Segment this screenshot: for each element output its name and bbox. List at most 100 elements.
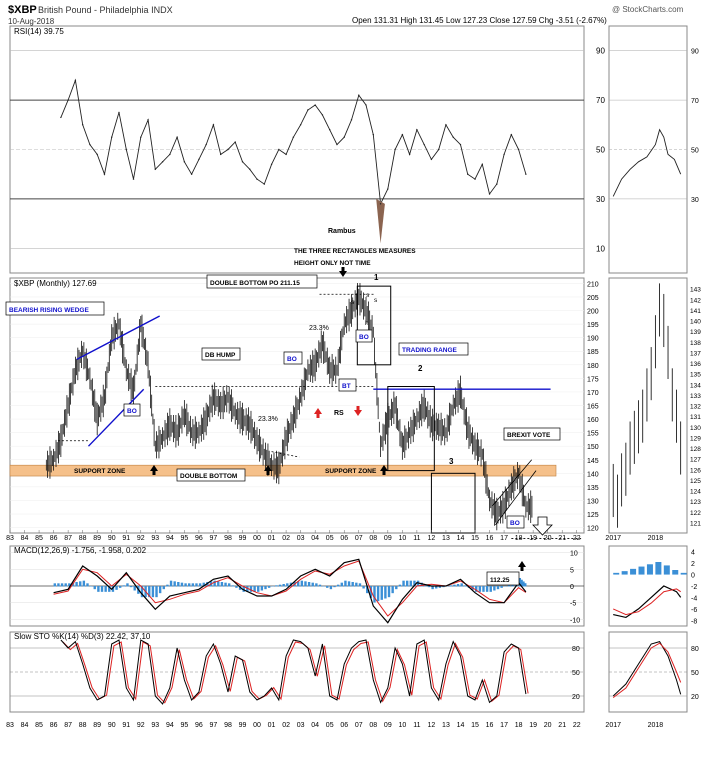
rsi-point <box>67 99 69 101</box>
hollow-arrow-down <box>532 516 553 536</box>
macd-line <box>53 558 527 624</box>
macd-histogram-bar <box>249 586 253 592</box>
rsi-point <box>190 173 193 175</box>
macd-histogram-bar <box>158 586 162 594</box>
macd-histogram-bar <box>166 584 169 587</box>
bearish-wedge-label-box <box>5 301 105 316</box>
inset-macd-bar <box>663 565 670 575</box>
bottom-xtick-label: 97 <box>210 722 218 729</box>
macd-histogram-bar <box>246 586 249 592</box>
inset-layer: 2017 2017 2018 2018 30 50 70 90 121 122 123 124 125 1… <box>605 49 701 729</box>
price-xtick-label: 04 <box>311 535 319 542</box>
rsi-point <box>89 143 91 146</box>
macd-histogram-bar <box>68 583 71 587</box>
macd-histogram-bar <box>115 586 118 590</box>
price-tick-label: 155 <box>587 431 599 438</box>
price-xtick-label: 01 <box>268 535 276 542</box>
axis-layer: 83 83 84 84 85 85 86 86 87 87 88 88 89 89 90 90 91 91 92 92… <box>6 530 581 729</box>
macd-histogram-bar <box>500 586 503 588</box>
fib-label-2: 23.3% <box>309 325 329 332</box>
macd-histogram-bar <box>82 580 86 587</box>
macd-histogram-bar <box>195 583 198 587</box>
bt-label: BT <box>342 383 351 390</box>
inset-price-tick-label: 135 <box>690 372 701 379</box>
rectangles-note-line-2: HEIGHT ONLY NOT TIME <box>294 260 371 267</box>
rsi-point <box>205 143 207 146</box>
inset-price-tick-label: 139 <box>690 329 701 336</box>
rsi-point <box>387 188 389 190</box>
db-dashed-line <box>271 451 300 458</box>
macd-histogram-bar <box>217 581 220 587</box>
inset-price-tick-label: 126 <box>690 467 701 474</box>
rsi-point <box>285 153 287 156</box>
inset-price-tick-label: 134 <box>690 382 701 389</box>
macd-histogram-bar <box>362 586 365 589</box>
macd-histogram-bar <box>224 582 227 587</box>
inset-price-tick-label: 125 <box>690 478 701 485</box>
inset-price-tick-label: 122 <box>690 510 701 517</box>
rsi-point <box>459 143 462 146</box>
bottom-xtick-label: 18 <box>515 722 523 729</box>
macd-histogram-bar <box>482 586 485 592</box>
inset-macd-bar <box>613 572 620 575</box>
macd-histogram-bar <box>104 586 107 592</box>
price-xtick-label: 92 <box>137 535 145 542</box>
macd-histogram-bar <box>202 582 205 587</box>
rectangles-note-line-1: THE THREE RECTANGLES MEASURES <box>294 248 416 255</box>
annotation-layer: BEARISH RISING WEDGE DB HUMP BO 23.3% 23.3% D… <box>5 248 561 586</box>
inset-price-tick-label: 142 <box>690 297 701 304</box>
inset-sto-d-line <box>612 642 682 698</box>
macd-histogram-bar <box>220 582 224 587</box>
arrow-down-red <box>354 406 362 416</box>
bottom-xtick-label: 88 <box>79 722 87 729</box>
header-ohlc: Open 131.31 High 131.45 Low 127.23 Close… <box>352 16 607 25</box>
rsi-point <box>336 143 338 146</box>
macd-histogram-bar <box>300 580 304 587</box>
macd-histogram-bar <box>111 586 115 592</box>
bottom-xtick-label: 93 <box>151 722 159 729</box>
bo-label-1: BO <box>287 356 297 363</box>
macd-histogram-bar <box>122 585 126 587</box>
macd-histogram-bar <box>155 586 158 598</box>
bottom-xtick-label: 19 <box>529 722 537 729</box>
channel-upper-line <box>492 459 532 507</box>
target-112-label: 112.25 <box>490 577 510 584</box>
rsi-point <box>60 116 62 119</box>
macd-histogram-bar <box>453 584 456 587</box>
watermark: @ StockCharts.com <box>612 5 684 14</box>
macd-histogram-bar <box>387 586 391 598</box>
macd-histogram-bar <box>267 586 271 588</box>
bottom-xtick-label: 03 <box>297 722 305 729</box>
bottom-xtick-label: 17 <box>500 722 508 729</box>
rsi-point <box>169 153 171 156</box>
rsi-point <box>437 148 440 151</box>
macd-histogram-bar <box>493 586 496 591</box>
bottom-xtick-label: 99 <box>239 722 247 729</box>
inset-macd-frame <box>608 545 688 627</box>
inset-price-tick-label: 141 <box>690 308 701 315</box>
wedge-lower-line <box>87 388 145 447</box>
macd-histogram-bar <box>307 582 311 587</box>
bottom-xtick-label: 02 <box>282 722 290 729</box>
rsi-point <box>358 94 360 96</box>
sto-tick-label: 50 <box>572 670 580 677</box>
price-tick-label: 170 <box>587 390 599 397</box>
macd-histogram-bar <box>424 584 427 587</box>
rsi-point <box>394 148 396 151</box>
price-xtick-label: 93 <box>151 535 159 542</box>
macd-histogram-bar <box>395 586 398 590</box>
price-xtick-label: 89 <box>93 535 101 542</box>
macd-histogram-bar <box>391 586 394 594</box>
bottom-xtick-label: 13 <box>442 722 450 729</box>
price-tick-label: 180 <box>587 363 599 370</box>
inset-macd-bar <box>680 572 687 575</box>
rsi-tick-label: 30 <box>596 195 605 204</box>
rsi-point <box>452 136 454 138</box>
rsi-layer: 10 30 50 70 90 Rambus <box>10 47 605 253</box>
macd-histogram-bar <box>409 580 413 587</box>
bottom-xtick-label: 05 <box>326 722 334 729</box>
double-bottom-label-box <box>176 468 246 482</box>
brexit-vote-label: BREXIT VOTE <box>507 432 551 439</box>
bottom-xtick-label: 91 <box>122 722 130 729</box>
